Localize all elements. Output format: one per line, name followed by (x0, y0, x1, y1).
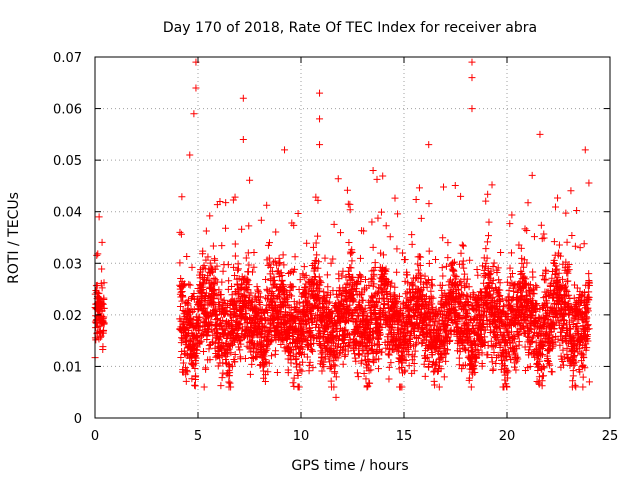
chart-title: Day 170 of 2018, Rate Of TEC Index for r… (163, 20, 537, 36)
y-tick-label: 0.04 (53, 206, 82, 221)
y-tick-label: 0.01 (53, 360, 82, 375)
x-tick-label: 0 (91, 429, 99, 444)
x-axis-label: GPS time / hours (291, 458, 408, 474)
roti-scatter-chart: 0 5 10 15 20 2500.010.020.030.040.050.060.07 … (0, 0, 640, 480)
x-tick-label: 10 (293, 429, 310, 444)
y-tick-label: 0.05 (53, 154, 82, 169)
x-tick-label: 25 (602, 429, 619, 444)
y-tick-label: 0.02 (53, 309, 82, 324)
y-axis-label: ROTI / TECUs (6, 192, 22, 284)
y-tick-label: 0.03 (53, 257, 82, 272)
y-tick-label: 0.07 (53, 51, 82, 66)
x-tick-label: 15 (396, 429, 413, 444)
x-tick-label: 20 (499, 429, 516, 444)
y-tick-label: 0.06 (53, 103, 82, 118)
x-tick-label: 5 (194, 429, 202, 444)
y-tick-label: 0 (74, 412, 82, 427)
